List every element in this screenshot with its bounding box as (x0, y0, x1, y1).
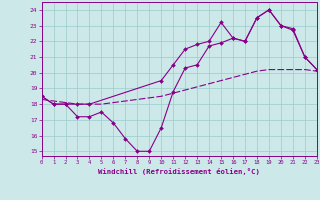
X-axis label: Windchill (Refroidissement éolien,°C): Windchill (Refroidissement éolien,°C) (98, 168, 260, 175)
